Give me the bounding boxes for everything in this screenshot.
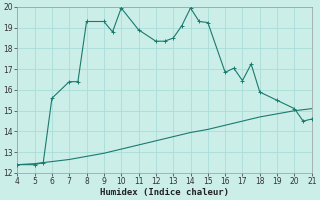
X-axis label: Humidex (Indice chaleur): Humidex (Indice chaleur): [100, 188, 229, 197]
